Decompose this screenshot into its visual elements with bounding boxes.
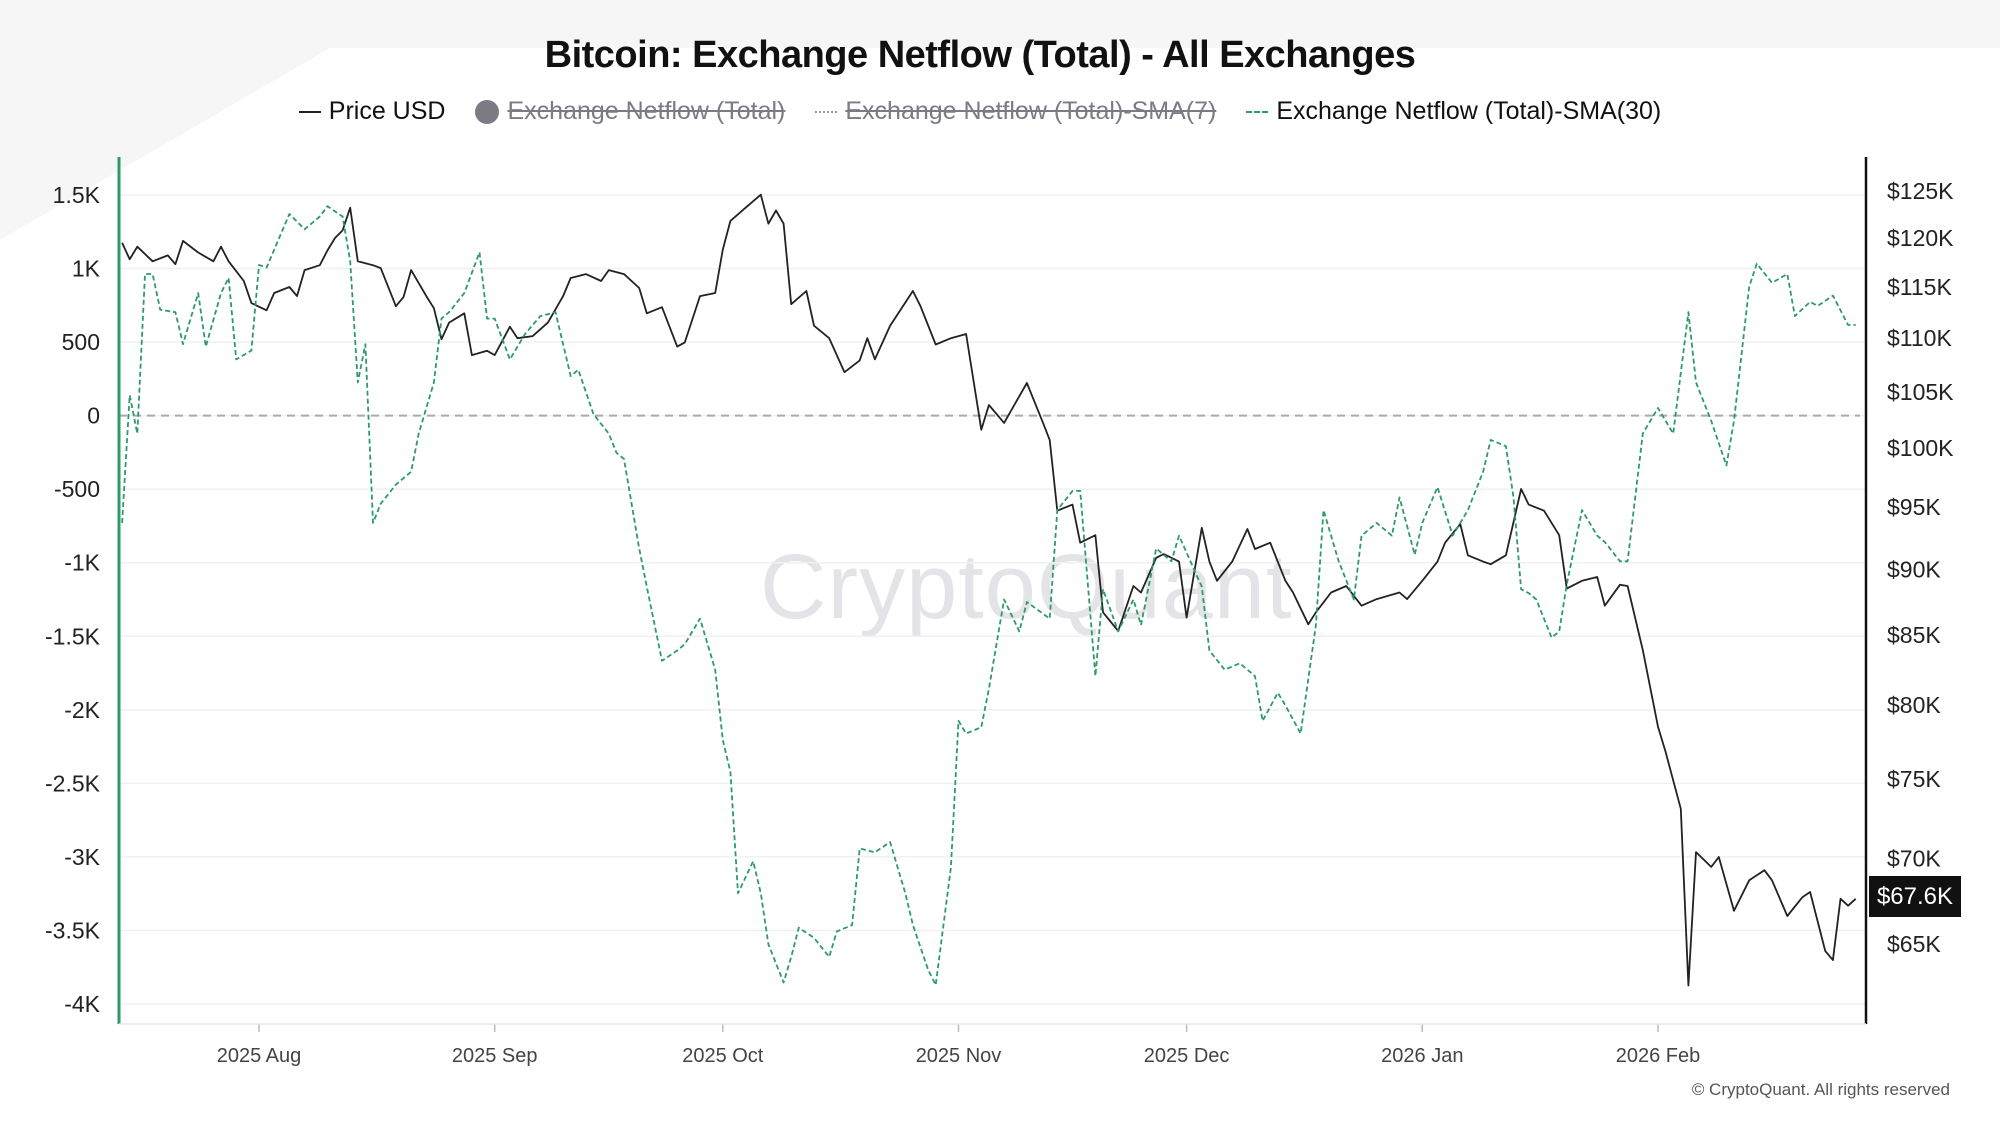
y-right-tick-label: $90K — [1887, 556, 1941, 582]
copyright-footer: © CryptoQuant. All rights reserved — [1691, 1080, 1950, 1099]
legend-label: Price USD — [328, 97, 446, 125]
dotted-line-icon — [815, 110, 838, 113]
y-left-tick-label: -2K — [64, 697, 100, 723]
y-right-tick-label: $110K — [1887, 325, 1952, 351]
y-right-tick-label: $95K — [1887, 494, 1941, 520]
y-right-tick-label: $65K — [1887, 931, 1941, 957]
x-tick-label: 2026 Jan — [1381, 1045, 1463, 1067]
legend-label: Exchange Netflow (Total)-SMA(7) — [845, 97, 1217, 125]
legend-item-exchange-netflow[interactable]: Exchange Netflow (Total) — [475, 97, 785, 126]
x-tick-label: 2025 Aug — [217, 1045, 302, 1067]
y-right-tick-label: $125K — [1887, 178, 1954, 204]
y-right-tick-label: $80K — [1887, 692, 1941, 718]
x-tick-label: 2025 Nov — [916, 1045, 1002, 1067]
y-left-tick-label: -3K — [64, 844, 100, 870]
y-left-tick-label: 1K — [72, 256, 101, 282]
dashed-line-icon — [1246, 110, 1269, 113]
legend-label: Exchange Netflow (Total)-SMA(30) — [1276, 97, 1662, 125]
x-tick-label: 2025 Sep — [452, 1045, 538, 1067]
y-right-tick-label: $75K — [1887, 766, 1941, 792]
y-right-tick-label: $105K — [1887, 379, 1954, 405]
y-right-tick-label: $85K — [1887, 622, 1941, 648]
circle-icon — [475, 99, 500, 124]
x-tick-label: 2026 Feb — [1616, 1045, 1701, 1067]
y-left-tick-label: -4K — [64, 991, 100, 1017]
legend-item-price-usd[interactable]: Price USD — [298, 97, 446, 126]
y-left-tick-label: -3.5K — [45, 917, 101, 943]
y-left-tick-label: -2.5K — [45, 770, 101, 796]
x-tick-label: 2025 Oct — [682, 1045, 764, 1067]
netflow-sma30-line — [121, 205, 1856, 986]
solid-line-icon — [298, 110, 321, 113]
y-left-tick-label: 1.5K — [53, 182, 101, 208]
price-usd-line — [121, 193, 1857, 987]
current-price-label: $67.6K — [1869, 876, 1961, 917]
legend-label: Exchange Netflow (Total) — [507, 97, 786, 125]
chart-title: Bitcoin: Exchange Netflow (Total) - All … — [544, 34, 1416, 76]
y-right-tick-label: $120K — [1887, 225, 1954, 251]
legend-item-netflow-sma7[interactable]: Exchange Netflow (Total)-SMA(7) — [815, 97, 1216, 126]
y-left-tick-label: 500 — [62, 329, 100, 355]
y-left-tick-label: -1.5K — [45, 623, 101, 649]
y-right-tick-label: $100K — [1887, 435, 1954, 461]
y-left-tick-label: -500 — [54, 476, 100, 502]
legend: Price USD Exchange Netflow (Total) Excha… — [0, 97, 1960, 126]
legend-item-netflow-sma30[interactable]: Exchange Netflow (Total)-SMA(30) — [1246, 97, 1661, 126]
watermark: CryptoQuant — [760, 536, 1293, 638]
y-right-tick-label: $70K — [1887, 846, 1941, 872]
y-left-tick-label: 0 — [87, 403, 100, 429]
y-left-tick-label: -1K — [64, 550, 100, 576]
y-right-tick-label: $115K — [1887, 274, 1952, 300]
x-tick-label: 2025 Dec — [1144, 1045, 1230, 1067]
